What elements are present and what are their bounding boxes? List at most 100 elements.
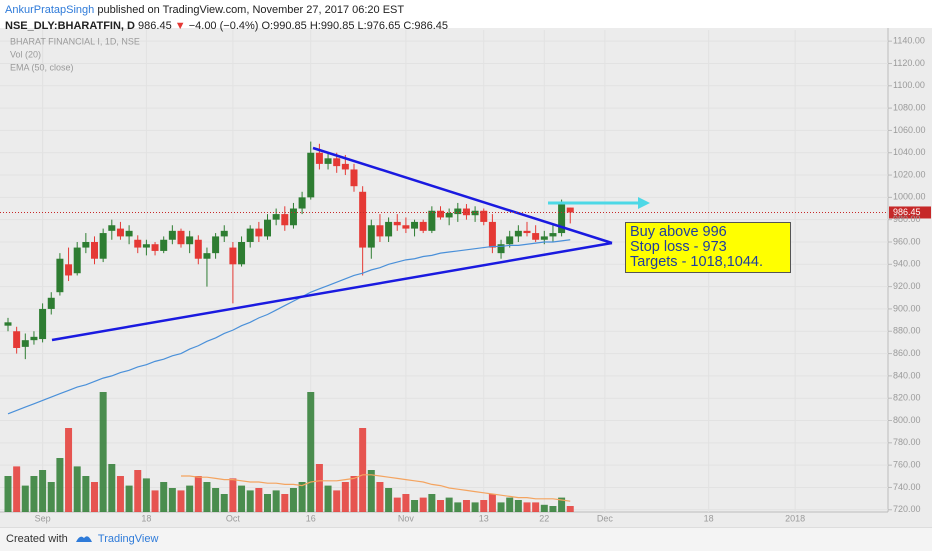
- candle-body: [393, 221, 401, 226]
- volume-bar: [385, 488, 393, 512]
- candle-body: [549, 233, 557, 237]
- ema-line: [7, 239, 571, 415]
- candle-body: [229, 247, 237, 265]
- volume-bar: [56, 458, 64, 512]
- x-tick-label: 13: [479, 513, 489, 523]
- y-tick-label: 1140.00: [893, 36, 925, 46]
- last-price-label: 986.45: [893, 207, 921, 217]
- candle-body: [341, 163, 349, 170]
- footer-created: Created with: [6, 533, 68, 545]
- candle-body: [445, 212, 453, 218]
- candle-body: [385, 221, 393, 237]
- volume-bar: [376, 482, 384, 512]
- brand-logo: [75, 536, 92, 542]
- candle-body: [125, 230, 133, 237]
- candle-body: [142, 244, 150, 248]
- volume-layer: [4, 392, 574, 512]
- volume-bar: [289, 488, 297, 512]
- volume-bar: [30, 476, 38, 512]
- candle-body: [39, 308, 47, 340]
- footer-brand[interactable]: TradingView: [97, 533, 159, 545]
- overlay-layer: 986.45: [0, 206, 931, 219]
- volume-bar: [471, 502, 479, 512]
- grid: [0, 30, 892, 512]
- volume-bar: [255, 488, 263, 512]
- candle-body: [272, 214, 280, 220]
- volume-bar: [82, 476, 90, 512]
- candle-body: [56, 258, 64, 293]
- volume-bar: [428, 494, 436, 512]
- y-tick-label: 740.00: [893, 482, 921, 492]
- volume-bar: [21, 485, 29, 512]
- x-tick-label: 18: [141, 513, 151, 523]
- candle-body: [264, 219, 271, 237]
- candle-body: [160, 239, 168, 251]
- candle-body: [73, 247, 81, 274]
- candle-body: [506, 236, 514, 245]
- y-tick-label: 1000.00: [893, 192, 926, 202]
- volume-bar: [532, 502, 540, 512]
- candle-body: [134, 239, 142, 248]
- y-tick-label: 860.00: [893, 348, 921, 358]
- candle-body: [246, 228, 254, 242]
- y-tick-label: 980.00: [893, 214, 921, 224]
- candle-body: [116, 228, 124, 237]
- volume-bar: [341, 482, 349, 512]
- candle-body: [523, 230, 531, 234]
- volume-bar: [549, 506, 557, 512]
- volume-bar: [108, 464, 116, 512]
- volume-bar: [437, 500, 444, 512]
- candle-body: [532, 233, 540, 240]
- author[interactable]: AnkurPratapSingh: [5, 4, 95, 16]
- candle-body: [13, 331, 21, 348]
- annotation-line: Buy above 996: [630, 224, 727, 240]
- candle-body: [471, 210, 479, 216]
- candle-body: [91, 241, 98, 259]
- candle-body: [238, 241, 246, 265]
- candle-body: [367, 225, 375, 248]
- volume-bar: [393, 497, 401, 512]
- candle-body: [333, 158, 341, 167]
- x-tick-label: 18: [704, 513, 714, 523]
- candle-body: [168, 230, 176, 240]
- annotation-line: Targets - 1018,1044.: [630, 254, 764, 270]
- volume-bar: [134, 470, 142, 512]
- candle-body: [30, 336, 38, 341]
- y-tick-label: 840.00: [893, 370, 921, 380]
- header-line: AnkurPratapSingh published on TradingVie…: [5, 2, 448, 18]
- last-price-box: [889, 206, 931, 219]
- volume-bar: [480, 500, 488, 512]
- candle-body: [359, 191, 367, 248]
- volume-bar: [4, 476, 12, 512]
- candle-body: [488, 221, 496, 248]
- y-tick-label: 720.00: [893, 504, 921, 514]
- y-tick-label: 800.00: [893, 415, 921, 425]
- x-tick-label: Dec: [597, 513, 614, 523]
- volume-bar: [298, 482, 306, 512]
- y-tick-label: 1060.00: [893, 125, 926, 135]
- candle-body: [307, 152, 315, 198]
- candle-body: [186, 236, 194, 245]
- candle-body: [281, 214, 289, 226]
- candle-layer: [4, 141, 574, 415]
- indicator-label: EMA (50, close): [10, 62, 74, 72]
- volume-bar: [281, 494, 289, 512]
- candle-body: [540, 236, 548, 240]
- y-tick-label: 1040.00: [893, 147, 926, 157]
- candle-body: [212, 236, 220, 254]
- annotation-line: Stop loss - 973: [630, 239, 727, 255]
- candle-body: [402, 225, 410, 229]
- candle-body: [47, 297, 55, 309]
- trendline-upper: [312, 146, 613, 245]
- candle-body: [419, 221, 427, 231]
- volume-bar: [73, 466, 81, 512]
- candle-body: [350, 169, 358, 187]
- volume-bar: [488, 494, 496, 512]
- candle-body: [220, 230, 228, 237]
- plot-background: [0, 28, 932, 528]
- volume-bar: [91, 482, 98, 512]
- volume-bar: [65, 428, 73, 512]
- trendline-lower: [51, 241, 613, 342]
- volume-bar: [523, 502, 531, 512]
- indicator-label: Vol (20): [10, 49, 41, 59]
